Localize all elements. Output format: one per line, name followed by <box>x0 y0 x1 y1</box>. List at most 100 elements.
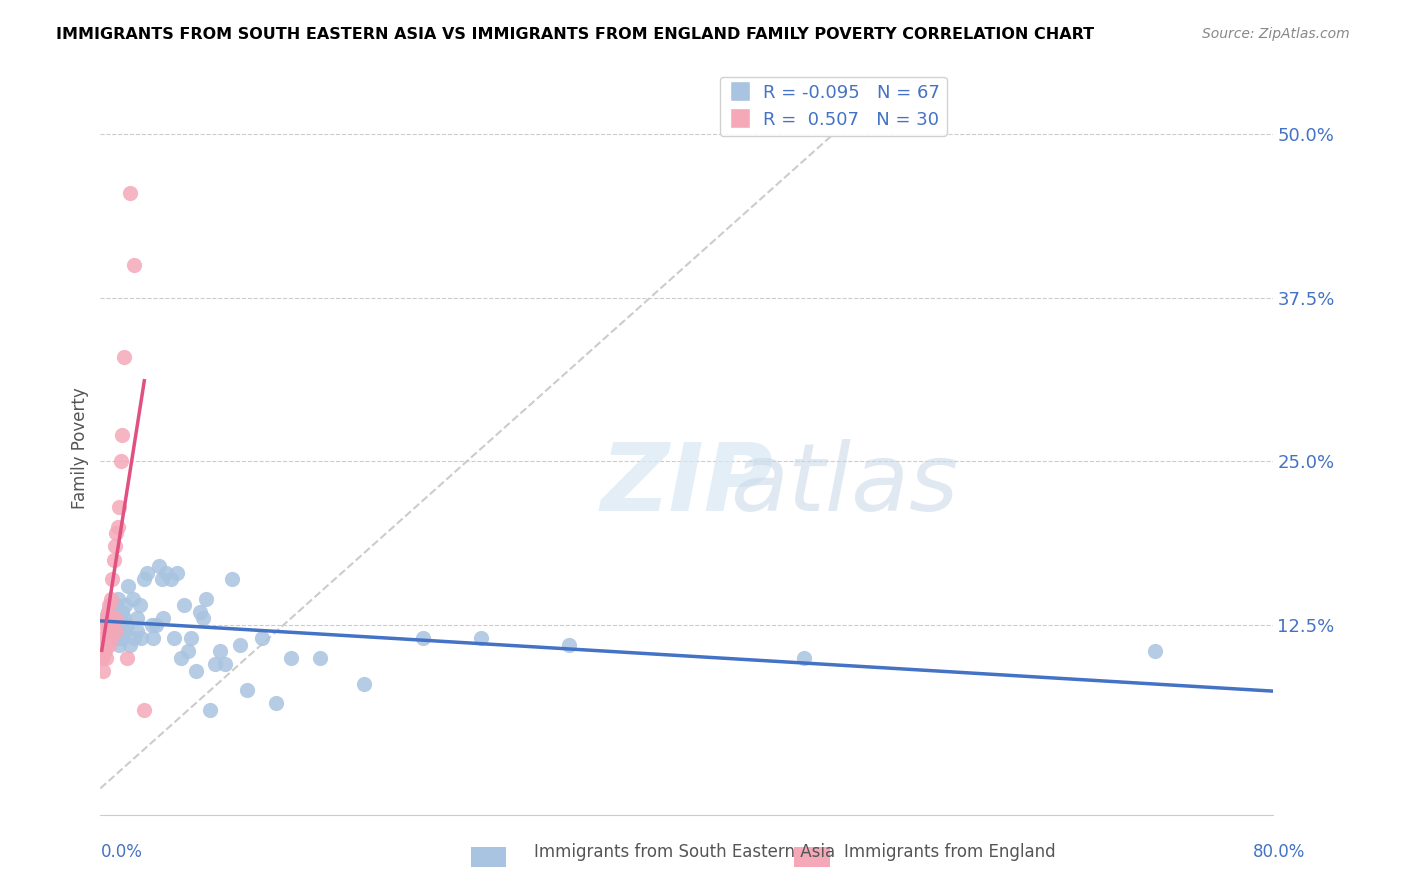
Point <box>412 631 434 645</box>
Point <box>96 650 118 665</box>
Point <box>170 650 193 665</box>
Point <box>93 611 115 625</box>
Text: Immigrants from South Eastern Asia: Immigrants from South Eastern Asia <box>534 843 835 861</box>
Point <box>111 631 134 645</box>
Point <box>100 631 122 645</box>
Point <box>103 552 125 566</box>
Point <box>250 631 273 645</box>
Point <box>90 650 112 665</box>
Text: 0.0%: 0.0% <box>101 843 143 861</box>
Point <box>105 624 128 639</box>
Point <box>108 638 131 652</box>
Point <box>280 650 302 665</box>
Point <box>101 618 124 632</box>
Point <box>121 591 143 606</box>
Point <box>125 611 148 625</box>
Point <box>91 631 114 645</box>
Point <box>101 572 124 586</box>
Point <box>103 611 125 625</box>
Point <box>93 644 115 658</box>
Point <box>117 579 139 593</box>
Point <box>145 618 167 632</box>
Point <box>97 605 120 619</box>
Point <box>152 611 174 625</box>
Point <box>108 611 131 625</box>
Point <box>200 703 222 717</box>
Legend: R = -0.095   N = 67, R =  0.507   N = 30: R = -0.095 N = 67, R = 0.507 N = 30 <box>720 77 948 136</box>
Point <box>142 631 165 645</box>
Point <box>118 638 141 652</box>
Point <box>104 624 127 639</box>
Point <box>111 428 134 442</box>
Point <box>107 631 129 645</box>
Point <box>214 657 236 672</box>
Point <box>110 454 132 468</box>
Point <box>264 697 287 711</box>
Point <box>111 605 134 619</box>
Point <box>204 657 226 672</box>
Point <box>793 650 815 665</box>
Point <box>97 605 120 619</box>
Point <box>194 591 217 606</box>
Point <box>134 703 156 717</box>
Point <box>122 258 145 272</box>
Point <box>96 611 118 625</box>
Point <box>166 566 188 580</box>
Point <box>101 605 124 619</box>
Point <box>93 618 115 632</box>
Point <box>112 624 135 639</box>
Point <box>141 618 163 632</box>
Point <box>221 572 243 586</box>
Text: Source: ZipAtlas.com: Source: ZipAtlas.com <box>1202 27 1350 41</box>
Point <box>115 650 138 665</box>
Point <box>209 644 232 658</box>
Point <box>105 526 128 541</box>
Point <box>228 638 250 652</box>
Point <box>353 677 375 691</box>
Point <box>104 599 127 613</box>
Point <box>177 644 200 658</box>
Point <box>236 683 259 698</box>
Point <box>104 540 127 554</box>
Point <box>105 618 128 632</box>
Point <box>103 618 125 632</box>
Point <box>159 572 181 586</box>
Point <box>558 638 581 652</box>
Point <box>100 591 122 606</box>
Point <box>134 572 156 586</box>
Point <box>470 631 492 645</box>
Point <box>155 566 177 580</box>
Point <box>112 350 135 364</box>
Point <box>180 631 202 645</box>
Point <box>107 591 129 606</box>
Point <box>309 650 332 665</box>
Point <box>100 599 122 613</box>
Point <box>131 631 153 645</box>
Point <box>191 611 214 625</box>
Point <box>148 559 170 574</box>
Point <box>122 631 145 645</box>
Point <box>91 664 114 678</box>
Point <box>104 611 127 625</box>
Point <box>150 572 173 586</box>
Text: 80.0%: 80.0% <box>1253 843 1305 861</box>
Point <box>162 631 184 645</box>
Text: atlas: atlas <box>731 440 959 531</box>
Text: IMMIGRANTS FROM SOUTH EASTERN ASIA VS IMMIGRANTS FROM ENGLAND FAMILY POVERTY COR: IMMIGRANTS FROM SOUTH EASTERN ASIA VS IM… <box>56 27 1094 42</box>
Point <box>107 520 129 534</box>
Point <box>129 599 152 613</box>
Text: ZIP: ZIP <box>600 439 773 531</box>
Point <box>101 624 124 639</box>
Point <box>97 618 120 632</box>
Point <box>184 664 207 678</box>
Point <box>108 500 131 515</box>
Point <box>103 611 125 625</box>
Point <box>115 618 138 632</box>
Text: Immigrants from England: Immigrants from England <box>844 843 1056 861</box>
Point <box>1144 644 1167 658</box>
Y-axis label: Family Poverty: Family Poverty <box>72 387 89 509</box>
Point <box>188 605 211 619</box>
Point <box>97 624 120 639</box>
Point <box>136 566 159 580</box>
Point <box>118 186 141 201</box>
